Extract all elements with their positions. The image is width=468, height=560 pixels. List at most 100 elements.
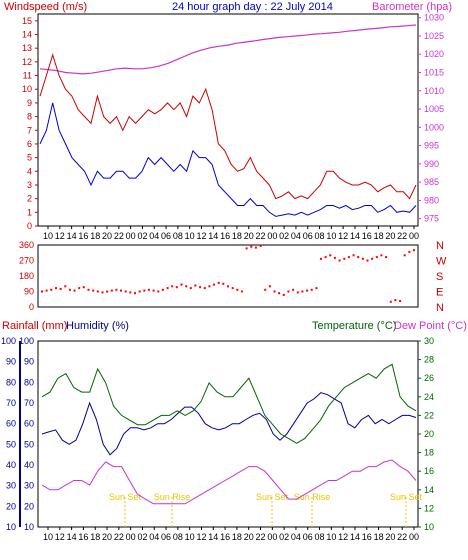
wind-time-tick-label: 04: [149, 231, 159, 241]
direction-point: [222, 282, 225, 285]
compass-label: W: [436, 256, 447, 268]
temperature-tick-label: 26: [424, 373, 434, 383]
wind-time-tick-label: 00: [267, 231, 277, 241]
rainfall-tick-label: 80: [6, 377, 16, 387]
direction-tick-label: 270: [19, 256, 34, 266]
direction-point: [115, 288, 118, 291]
wind-time-tick-label: 12: [196, 231, 206, 241]
humidity-tick-label: 60: [24, 419, 34, 429]
humidity-time-tick-label: 10: [326, 532, 336, 542]
rainfall-tick-label: 30: [6, 481, 16, 491]
humidity-time-tick-label: 10: [185, 532, 195, 542]
barometer-tick-label: 1030: [424, 13, 444, 23]
direction-point: [333, 256, 336, 259]
temperature-line: [41, 363, 417, 444]
wind-time-tick-label: 08: [315, 231, 325, 241]
direction-point: [166, 287, 169, 290]
direction-point: [259, 244, 262, 247]
direction-point: [324, 256, 327, 259]
direction-point: [361, 257, 364, 260]
compass-label: S: [436, 271, 443, 283]
rainfall-tick-label: 10: [6, 522, 16, 532]
humidity-time-tick-label: 04: [291, 532, 301, 542]
direction-point: [189, 287, 192, 290]
direction-point: [92, 289, 95, 292]
barometer-tick-label: 1015: [424, 67, 444, 77]
wind-time-tick-label: 20: [385, 231, 395, 241]
barometer-tick-label: 1000: [424, 122, 444, 132]
direction-point: [147, 288, 150, 291]
barometer-tick-label: 1025: [424, 31, 444, 41]
wind-time-tick-label: 20: [102, 231, 112, 241]
humidity-time-tick-label: 06: [303, 532, 313, 542]
direction-point: [213, 283, 216, 286]
wind-time-tick-label: 22: [256, 231, 266, 241]
temperature-tick-label: 20: [424, 429, 434, 439]
windspeed-tick-label: 7: [27, 125, 32, 135]
humidity-tick-label: 40: [24, 460, 34, 470]
direction-point: [385, 256, 388, 259]
wind-time-tick-label: 14: [208, 231, 218, 241]
direction-point: [357, 256, 360, 259]
wind-plot-frame: [37, 13, 419, 227]
direction-point: [185, 285, 188, 288]
direction-point: [41, 290, 43, 293]
rainfall-tick-label: 90: [6, 357, 16, 367]
windspeed-tick-label: 4: [27, 166, 32, 176]
windspeed-tick-label: 13: [22, 43, 32, 53]
windspeed-tick-label: 14: [22, 30, 32, 40]
humidity-tick-label: 30: [24, 481, 34, 491]
direction-point: [296, 291, 299, 294]
wind-time-tick-label: 14: [350, 231, 360, 241]
direction-point: [389, 300, 392, 303]
direction-point: [68, 288, 71, 291]
windspeed-tick-label: 8: [27, 112, 32, 122]
sun-marker-label: Sun Set: [256, 492, 289, 502]
direction-point: [268, 285, 271, 288]
direction-point: [96, 290, 99, 293]
sun-marker-label: Sun Set: [109, 492, 142, 502]
windspeed-tick-label: 3: [27, 180, 32, 190]
humidity-time-tick-label: 22: [256, 532, 266, 542]
direction-point: [180, 283, 183, 286]
humidity-time-tick-label: 18: [374, 532, 384, 542]
dewpoint-axis-title: Dew Point (°C): [394, 320, 467, 332]
direction-point: [138, 290, 141, 293]
direction-point: [352, 254, 355, 257]
direction-point: [64, 285, 67, 288]
humidity-time-tick-label: 12: [196, 532, 206, 542]
humidity-time-tick-label: 04: [149, 532, 159, 542]
direction-point: [329, 254, 332, 257]
direction-tick-label: 90: [24, 287, 34, 297]
barometer-tick-label: 985: [424, 177, 439, 187]
direction-point: [194, 284, 197, 287]
windspeed-tick-label: 15: [22, 16, 32, 26]
wind-time-tick-label: 12: [55, 231, 65, 241]
windspeed-line: [39, 53, 417, 200]
direction-point: [110, 289, 113, 292]
wind-time-tick-label: 02: [137, 231, 147, 241]
rainfall-tick-label: 70: [6, 398, 16, 408]
barometer-tick-label: 1020: [424, 49, 444, 59]
temperature-tick-label: 10: [424, 522, 434, 532]
humidity-plot-frame: [37, 340, 419, 528]
humidity-time-tick-label: 18: [232, 532, 242, 542]
temperature-tick-label: 24: [424, 392, 434, 402]
direction-point: [45, 289, 48, 292]
direction-point: [120, 289, 122, 292]
direction-point: [408, 250, 411, 253]
humidity-tick-label: 10: [24, 522, 34, 532]
temperature-tick-label: 30: [424, 336, 434, 346]
graph-title: 24 hour graph day : 22 July 2014: [172, 1, 333, 13]
direction-point: [264, 288, 267, 291]
direction-point: [59, 287, 62, 290]
wind-time-tick-label: 16: [362, 231, 372, 241]
barometer-axis-title: Barometer (hpa): [372, 1, 452, 13]
humidity-time-tick-label: 10: [43, 532, 53, 542]
humidity-axis-title: Humidity (%): [66, 320, 129, 332]
direction-point: [203, 287, 206, 290]
wind-time-tick-label: 12: [338, 231, 348, 241]
humidity-time-tick-label: 14: [208, 532, 218, 542]
direction-point: [306, 289, 309, 292]
